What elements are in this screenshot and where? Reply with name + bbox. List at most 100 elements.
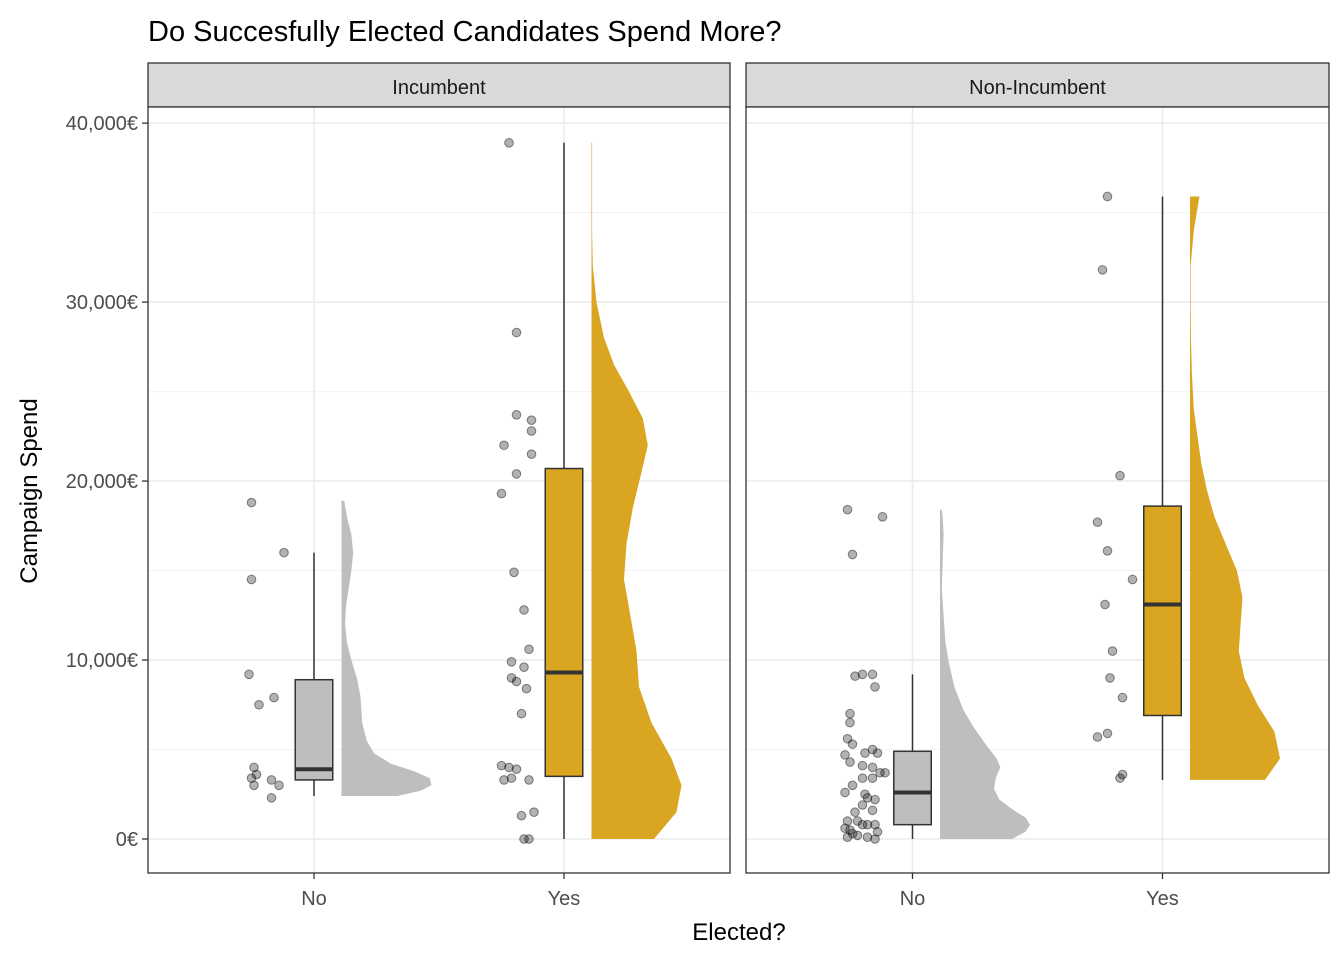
data-point (254, 699, 264, 710)
density-cloud-non-incumbent-no (940, 509, 1030, 839)
data-point (511, 676, 522, 687)
data-point (857, 773, 868, 783)
data-point (511, 410, 522, 420)
data-point (852, 830, 863, 841)
data-point (867, 773, 878, 783)
data-point (1102, 191, 1113, 202)
data-point (511, 327, 522, 338)
data-point (842, 832, 853, 843)
data-point (499, 440, 509, 451)
data-point (249, 762, 259, 773)
plot-title: Do Succesfully Elected Candidates Spend … (148, 16, 782, 48)
y-tick-label: 10,000€ (66, 650, 138, 672)
data-point (862, 832, 873, 843)
box-iqr-non-incumbent-yes (1143, 505, 1182, 717)
data-point (1107, 646, 1118, 656)
data-point (867, 762, 878, 773)
data-point (840, 823, 850, 834)
x-tick-label: Yes (1146, 888, 1179, 910)
data-point (246, 497, 257, 508)
data-point (842, 504, 853, 515)
data-point (249, 780, 259, 791)
data-point (867, 805, 878, 816)
data-point (870, 819, 880, 830)
panel-border-non-incumbent (745, 106, 1330, 874)
data-point (506, 773, 517, 783)
data-point (1092, 732, 1103, 742)
data-point (845, 717, 855, 728)
data-point (857, 760, 868, 771)
data-point (842, 733, 853, 744)
data-point (840, 787, 850, 798)
data-point (850, 807, 860, 817)
data-point (251, 769, 262, 780)
y-tick-label: 30,000€ (66, 292, 138, 314)
data-point (1127, 574, 1138, 585)
data-point (1115, 470, 1125, 481)
x-tick-label: No (900, 888, 926, 910)
data-point (504, 762, 514, 773)
data-point (847, 828, 858, 839)
data-point (857, 819, 868, 830)
data-point (244, 669, 254, 680)
facet-strip-label-incumbent: Incumbent (392, 77, 486, 99)
data-point (279, 547, 289, 558)
data-point (1102, 546, 1113, 556)
data-point (860, 789, 870, 800)
facet-panels: Incumbent No Yes 0€ 10,000€ 20,000€ 30,000€ 40,… (66, 62, 1330, 910)
box-iqr-incumbent-yes (544, 467, 584, 778)
data-point (872, 827, 883, 837)
data-point (842, 816, 853, 826)
data-point (526, 426, 537, 436)
facet-strip-label-non-incumbent: Non-Incumbent (969, 77, 1106, 99)
box-iqr-incumbent-no (294, 678, 334, 781)
x-axis-title: Elected? (692, 919, 785, 946)
data-point (845, 708, 855, 719)
data-point (266, 793, 277, 803)
panel-border-incumbent (147, 106, 731, 874)
data-point (524, 644, 534, 655)
x-tick-label: No (301, 888, 327, 910)
data-point (529, 807, 539, 817)
data-point (857, 800, 868, 810)
data-point (504, 137, 514, 148)
panel-incumbent: Incumbent No Yes 0€ 10,000€ 20,000€ 30,000€ 40,… (66, 62, 731, 910)
data-point (1115, 773, 1125, 783)
density-cloud-non-incumbent-yes (1190, 196, 1280, 780)
data-point (877, 512, 888, 522)
data-point (524, 834, 534, 844)
data-point (872, 748, 883, 758)
data-point (867, 744, 878, 755)
data-point (506, 673, 517, 683)
data-point (499, 775, 509, 785)
data-point (860, 748, 870, 758)
data-point (847, 780, 858, 791)
data-point (526, 449, 537, 460)
data-point (269, 692, 279, 703)
data-point (840, 750, 850, 760)
density-cloud-incumbent-yes (591, 142, 682, 840)
data-point (880, 767, 890, 778)
data-point (870, 834, 880, 844)
box-iqr-non-incumbent-no (893, 750, 932, 826)
data-point (274, 780, 284, 791)
data-point (852, 816, 863, 826)
data-point (845, 825, 855, 835)
facet-strip-incumbent (147, 62, 731, 108)
data-point (867, 669, 878, 680)
data-point (519, 834, 529, 844)
data-point (511, 764, 522, 774)
y-tick-label: 40,000€ (66, 113, 138, 135)
data-point (519, 605, 529, 615)
data-point (1117, 769, 1128, 780)
data-point (870, 794, 880, 805)
data-point (850, 671, 860, 681)
data-point (526, 415, 537, 426)
data-point (875, 767, 885, 778)
data-point (1092, 517, 1103, 528)
data-point (496, 760, 507, 771)
data-point (521, 683, 532, 694)
data-point (857, 669, 868, 680)
data-point (511, 469, 522, 479)
